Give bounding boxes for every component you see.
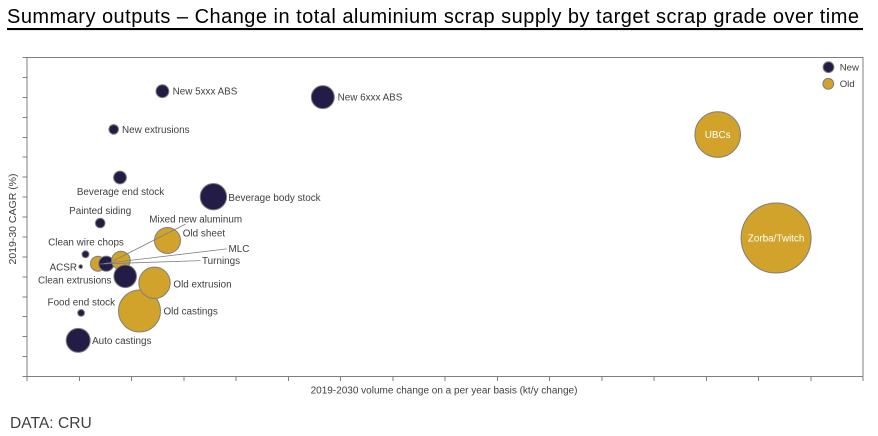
svg-text:Turnings: Turnings bbox=[202, 256, 240, 267]
svg-text:Food end stock: Food end stock bbox=[48, 297, 116, 308]
svg-text:DATA: CRU: DATA: CRU bbox=[10, 415, 92, 432]
svg-text:Auto castings: Auto castings bbox=[92, 336, 151, 347]
svg-text:New extrusions: New extrusions bbox=[122, 125, 190, 136]
svg-text:Beverage body stock: Beverage body stock bbox=[228, 193, 320, 204]
svg-text:Old extrusion: Old extrusion bbox=[173, 279, 231, 290]
svg-text:Painted siding: Painted siding bbox=[69, 206, 131, 217]
svg-text:Mixed new aluminum: Mixed new aluminum bbox=[149, 214, 242, 225]
svg-text:Clean extrusions: Clean extrusions bbox=[38, 275, 112, 286]
svg-text:Summary outputs – Change in to: Summary outputs – Change in total alumin… bbox=[7, 6, 859, 28]
svg-text:UBCs: UBCs bbox=[705, 130, 731, 141]
svg-text:2019-2030 volume change on a p: 2019-2030 volume change on a per year ba… bbox=[311, 386, 578, 397]
svg-text:Old castings: Old castings bbox=[164, 306, 218, 317]
svg-text:Zorba/Twitch: Zorba/Twitch bbox=[748, 233, 805, 244]
svg-text:Old: Old bbox=[840, 79, 855, 90]
svg-text:Beverage end stock: Beverage end stock bbox=[77, 187, 164, 198]
svg-text:New 6xxx ABS: New 6xxx ABS bbox=[338, 93, 403, 104]
svg-text:New 5xxx ABS: New 5xxx ABS bbox=[173, 87, 238, 98]
svg-text:ACSR: ACSR bbox=[50, 262, 77, 273]
svg-text:MLC: MLC bbox=[229, 244, 250, 255]
svg-text:Clean wire chops: Clean wire chops bbox=[48, 238, 124, 249]
svg-text:New: New bbox=[840, 63, 859, 74]
svg-text:2019-30 CAGR (%): 2019-30 CAGR (%) bbox=[7, 173, 19, 264]
svg-text:Old sheet: Old sheet bbox=[183, 228, 226, 239]
